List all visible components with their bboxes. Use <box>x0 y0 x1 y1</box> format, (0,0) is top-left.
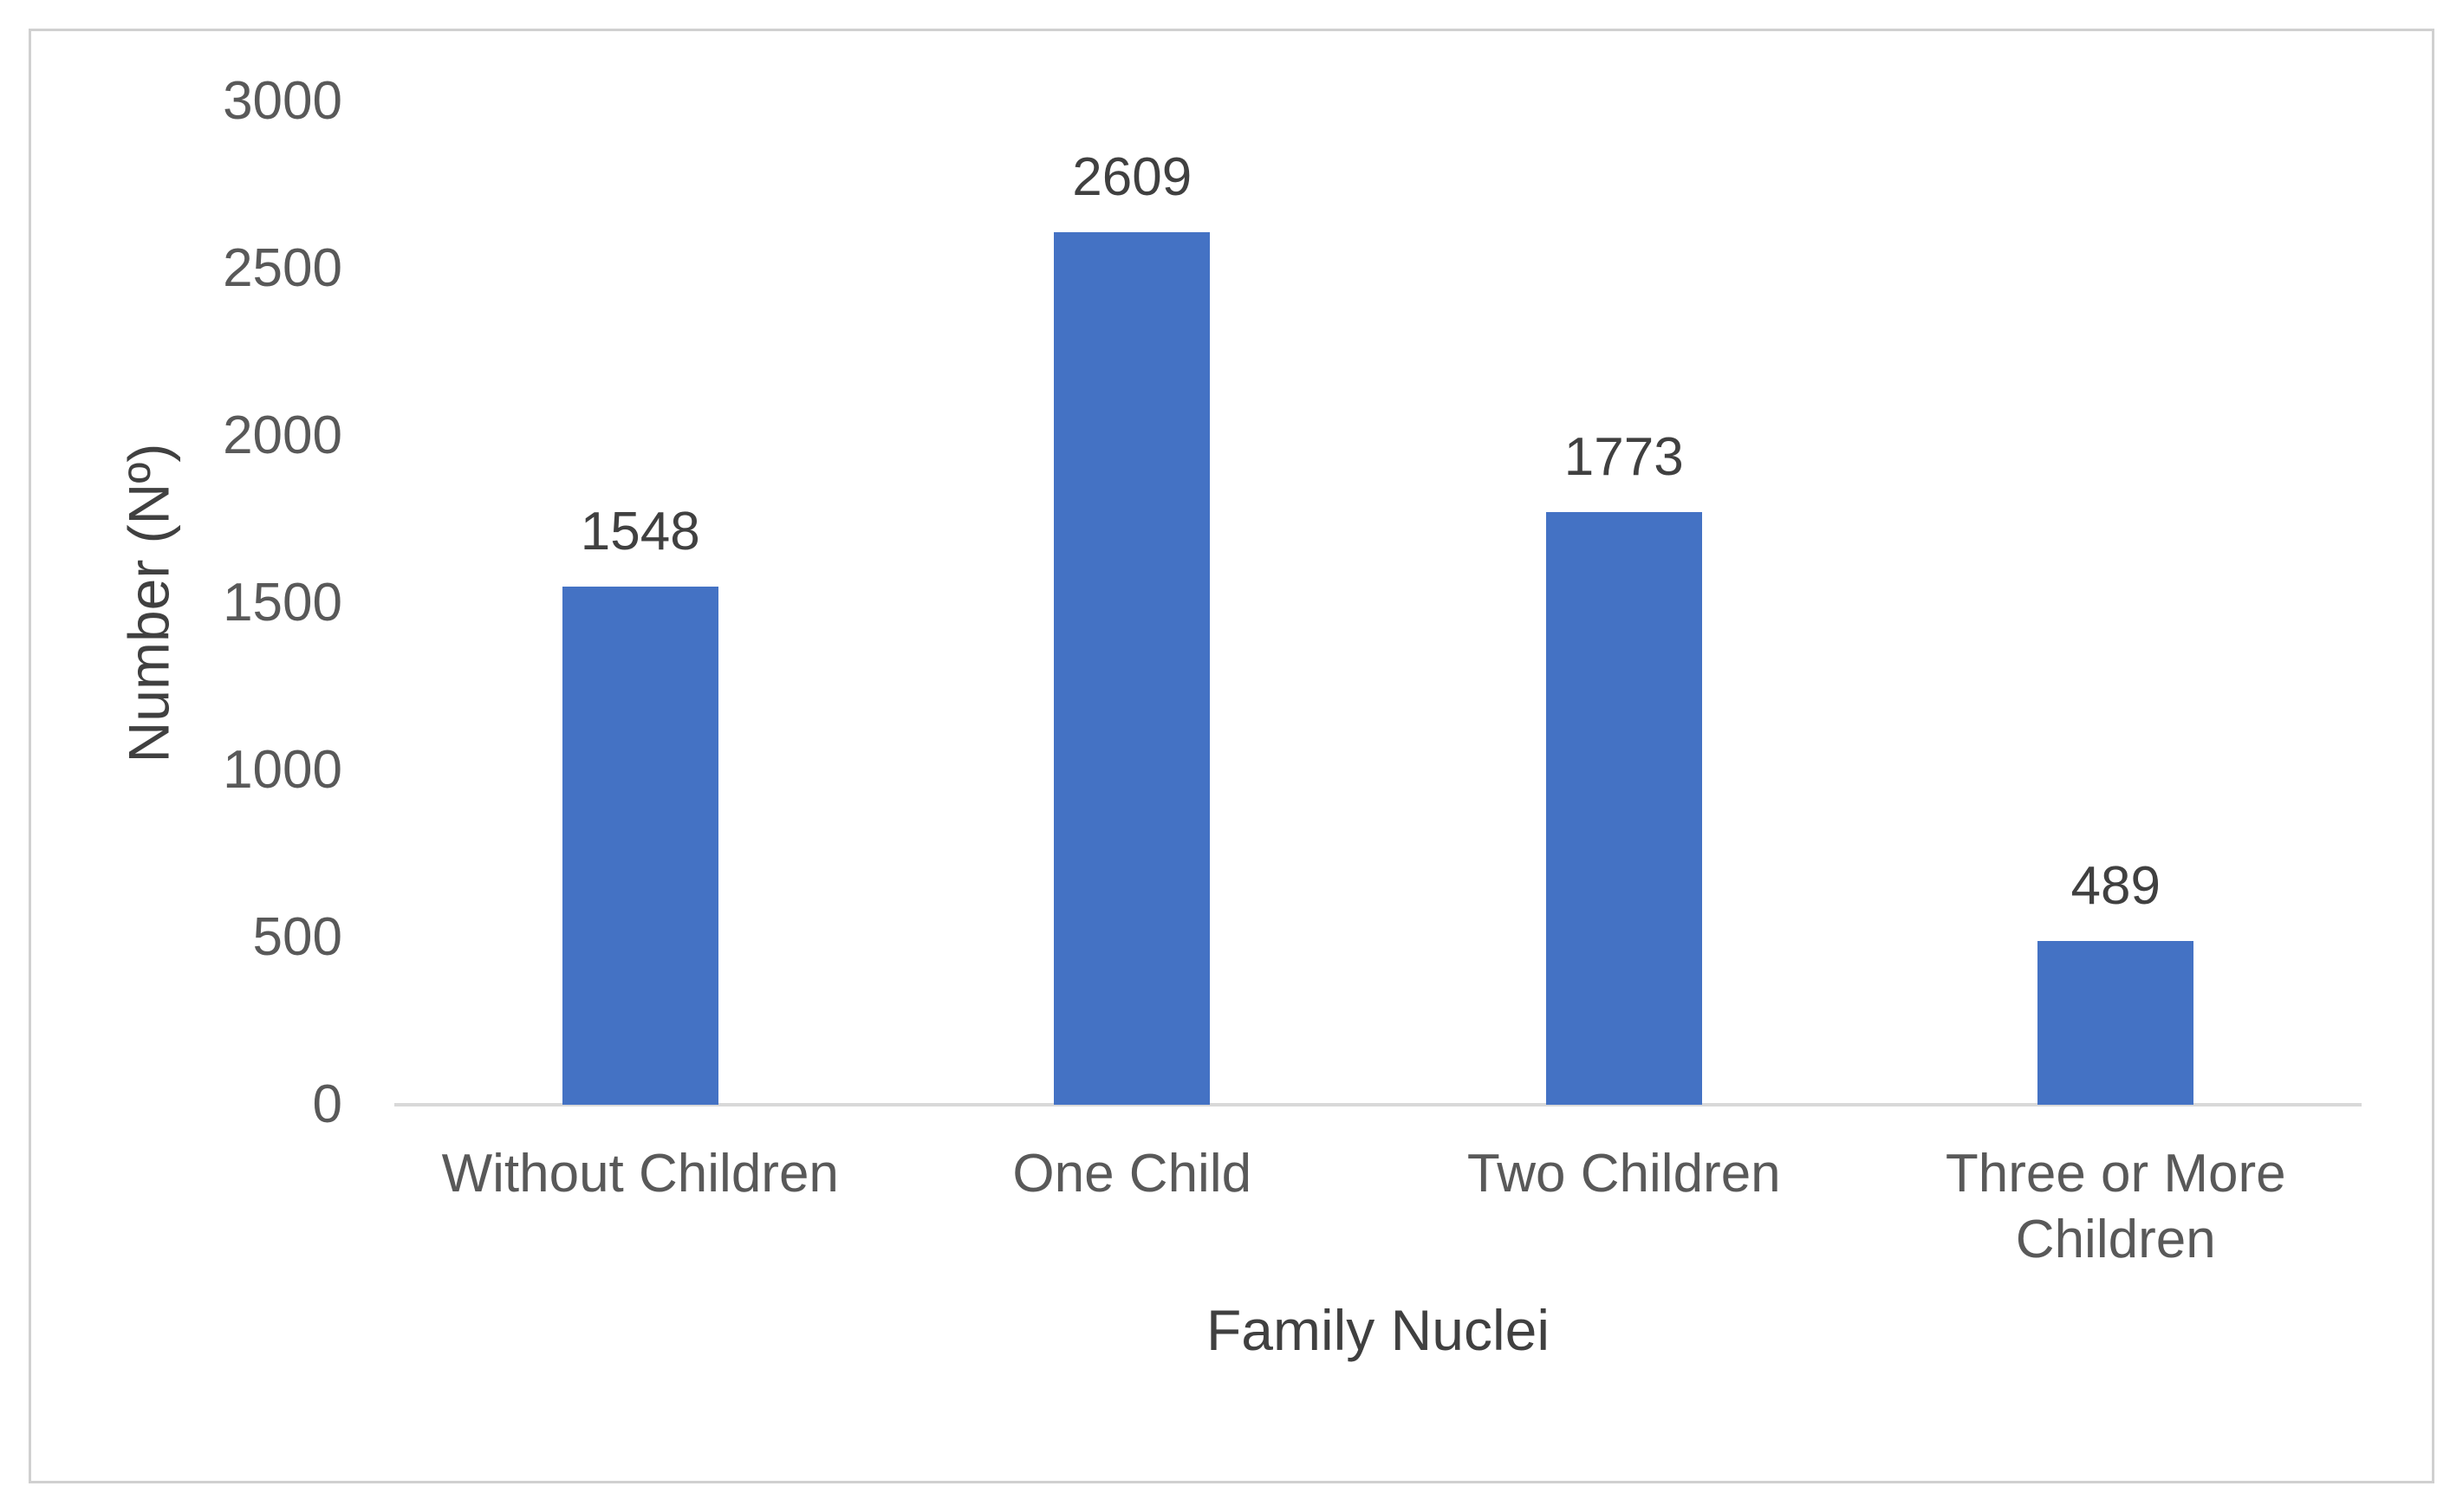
category-label: One Child <box>1012 1144 1252 1204</box>
y-axis-ticks: 0 500 1000 1500 2000 2500 3000 <box>100 71 342 1134</box>
y-tick-label: 2500 <box>223 238 342 298</box>
category-column: 489 Three or More Children <box>1870 101 2362 1269</box>
category-column: 2609 One Child <box>887 101 1379 1204</box>
bar-value-label: 489 <box>2070 856 2161 917</box>
y-tick-label: 1000 <box>223 740 342 800</box>
plot-area: 1548 Without Children 2609 One Child 177… <box>394 101 2362 1269</box>
y-tick-label: 2000 <box>223 406 342 465</box>
category-column: 1773 Two Children <box>1378 101 1870 1204</box>
y-tick-label: 0 <box>312 1074 342 1134</box>
x-axis-line <box>394 1103 2362 1106</box>
category-column: 1548 Without Children <box>394 101 887 1204</box>
y-tick-label: 3000 <box>223 71 342 131</box>
category-label: Without Children <box>441 1144 839 1204</box>
y-tick-label: 1500 <box>223 573 342 633</box>
bar-value-label: 2609 <box>1072 146 1193 207</box>
x-axis-title: Family Nuclei <box>1206 1298 1550 1362</box>
bar <box>1054 231 1211 1105</box>
bar <box>2037 941 2194 1105</box>
chart-frame <box>29 29 2434 1483</box>
bar-value-label: 1548 <box>580 502 700 562</box>
y-tick-label: 500 <box>252 907 342 967</box>
category-label: Three or More Children <box>1945 1144 2286 1269</box>
category-label: Two Children <box>1466 1144 1781 1204</box>
bar <box>562 587 718 1105</box>
bar-value-label: 1773 <box>1563 426 1684 487</box>
bar <box>1545 511 1702 1105</box>
